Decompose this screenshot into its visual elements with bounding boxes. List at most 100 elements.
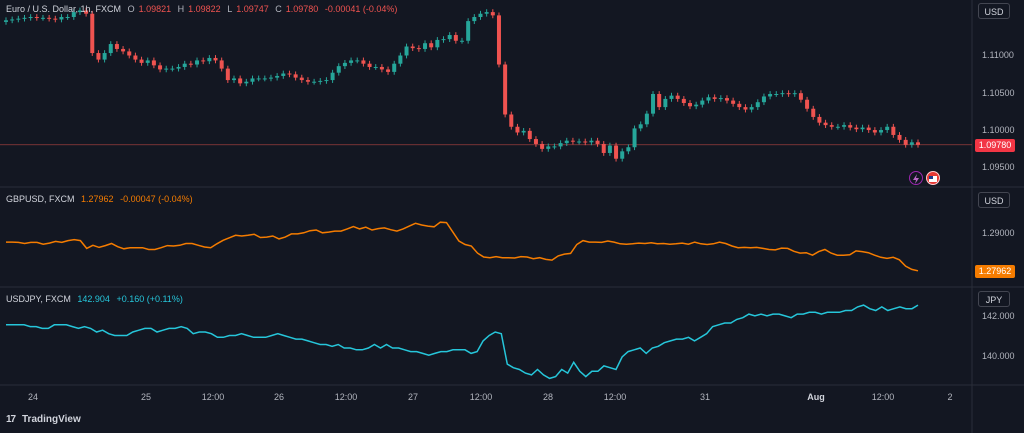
candle-body [490,12,495,16]
eurusd-l-label: L [227,4,233,14]
candle-body [681,98,686,104]
candle-body [441,39,446,41]
gbpusd-change: -0.00047 (-0.04%) [120,194,193,204]
candle-body [53,18,58,20]
x-tick-label: 12:00 [469,392,493,402]
eurusd-close: 1.09780 [285,4,319,14]
usdjpy-change: +0.160 (+0.11%) [116,294,183,304]
usdjpy-unit-button[interactable]: JPY [978,291,1010,307]
candle-body [195,60,200,65]
candle-body [188,63,193,65]
candle-body [546,146,551,149]
x-tick-label: 2 [947,392,953,402]
candle-body [583,141,588,143]
eurusd-low: 1.09747 [236,4,269,14]
candle-body [737,103,742,108]
candle-body [244,81,249,84]
candle-body [133,55,138,60]
candle-body [503,64,508,115]
candle-body [558,143,563,147]
candle-body [324,80,329,82]
candle-body [435,39,440,48]
x-tick-label: 28 [542,392,554,402]
candle-body [367,63,372,67]
candle-body [589,140,594,143]
gbpusd-unit-button[interactable]: USD [978,192,1010,208]
candle-body [16,18,21,20]
candle-body [860,127,865,130]
candle-body [564,140,569,144]
candle-body [466,21,471,41]
candle-body [835,126,840,128]
candle-body [305,80,310,82]
candle-body [761,96,766,103]
lightning-icon[interactable] [909,171,923,185]
candle-body [379,66,384,70]
eurusd-tick-3: 1.10000 [982,125,1015,135]
eurusd-c-label: C [275,4,282,14]
candle-body [749,107,754,110]
candle-body [34,17,39,19]
eurusd-tick-2: 1.10500 [982,88,1015,98]
candle-body [398,55,403,64]
usdjpy-tick-1: 142.000 [982,311,1015,321]
us-flag-icon[interactable] [926,171,940,185]
candle-body [872,130,877,133]
candle-body [355,60,360,62]
candle-body [281,73,286,76]
candle-body [885,126,890,131]
x-tick-label: 26 [273,392,285,402]
candle-body [65,17,70,19]
candle-body [342,62,347,67]
candle-body [40,17,45,19]
candle-body [897,134,902,140]
candle-body [71,12,76,18]
candle-body [102,53,107,60]
candle-body [891,126,896,135]
candle-body [287,73,292,75]
candle-body [225,68,230,81]
candle-body [373,66,378,68]
candle-body [416,48,421,50]
candle-body [786,93,791,95]
candle-body [90,13,95,54]
candle-body [429,43,434,48]
candle-body [823,122,828,126]
eurusd-symbol: Euro / U.S. Dollar, 1h, FXCM [6,4,122,14]
candle-body [472,17,477,22]
candle-body [829,125,834,127]
candle-body [22,17,27,19]
candle-body [632,128,637,148]
candle-body [262,78,267,80]
gbpusd-line [6,221,919,272]
candle-body [533,139,538,144]
candle-body [755,102,760,108]
eurusd-high: 1.09822 [188,4,221,14]
x-tick-label: 12:00 [201,392,225,402]
usdjpy-legend: USDJPY, FXCM 142.904 +0.160 (+0.11%) [6,294,187,304]
candle-body [515,126,520,133]
lightning-glyph [913,174,919,184]
candle-body [595,140,600,144]
eurusd-o-label: O [127,4,135,14]
x-tick-label: 31 [699,392,711,402]
candle-body [392,63,397,72]
candle-body [805,99,810,109]
candle-body [250,78,255,82]
candle-body [909,142,914,145]
candle-body [842,125,847,127]
tradingview-brand[interactable]: 17 TradingView [6,414,81,425]
x-tick-label: 12:00 [603,392,627,402]
eurusd-unit-button[interactable]: USD [978,3,1010,19]
candle-body [731,100,736,104]
candle-body [410,46,415,49]
gbpusd-value: 1.27962 [81,194,114,204]
candle-body [484,12,489,14]
candle-body [866,127,871,131]
eurusd-tick-4: 1.09500 [982,162,1015,172]
candle-body [201,60,206,62]
candle-body [219,60,224,69]
candle-body [318,80,323,82]
candle-body [96,53,101,60]
